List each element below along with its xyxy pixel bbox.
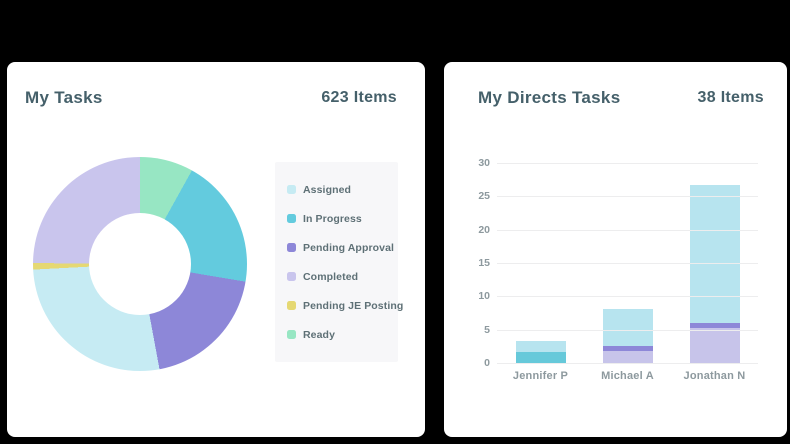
plot-area: [497, 163, 758, 364]
x-axis-label-michael-a: Michael A: [601, 370, 654, 382]
legend-swatch: [287, 272, 296, 281]
bar-jennifer-p[interactable]: [515, 341, 566, 363]
legend-item-completed[interactable]: Completed: [287, 271, 398, 283]
bar-segment-completed: [689, 328, 740, 363]
legend-item-assigned[interactable]: Assigned: [287, 184, 398, 196]
legend-item-pending-approval[interactable]: Pending Approval: [287, 242, 398, 254]
y-tick-label: 20: [478, 223, 490, 236]
bar-segment-pending-approval: [689, 323, 740, 329]
legend-item-in-progress[interactable]: In Progress: [287, 213, 398, 225]
bar-segment-in-progress: [515, 352, 566, 363]
my-directs-tasks-card: My Directs Tasks 38 Items 30 25 20 15 10 5 0 J…: [444, 62, 787, 437]
y-tick-label: 0: [484, 357, 490, 369]
bar-segment-assigned: [689, 185, 740, 324]
gridline: [497, 229, 758, 231]
gridline: [497, 263, 758, 264]
my-directs-tasks-count: 38 Items: [697, 89, 764, 106]
y-axis: 30 25 20 15 10 5 0: [444, 157, 490, 369]
gridline: [497, 163, 758, 164]
x-axis: Jennifer P Michael A Jonathan N: [497, 370, 758, 382]
my-directs-tasks-title: My Directs Tasks: [478, 88, 621, 107]
legend-swatch: [287, 185, 296, 194]
x-axis-label-jennifer-p: Jennifer P: [512, 370, 569, 382]
y-tick-label: 10: [478, 290, 490, 303]
tasks-legend: Assigned In Progress Pending Approval Compl…: [275, 162, 403, 362]
legend-swatch: [287, 301, 296, 310]
bar-michael-a[interactable]: [602, 309, 653, 363]
bars-row: [497, 163, 758, 363]
my-tasks-card: My Tasks 623 Items Assigned In Progress Pe…: [7, 62, 425, 437]
legend-label: Assigned: [303, 183, 352, 196]
y-tick-label: 15: [478, 257, 490, 269]
y-tick-label: 25: [478, 190, 490, 203]
legend-label: Pending JE Posting: [303, 299, 404, 312]
gridline: [497, 363, 758, 364]
legend-label: Completed: [303, 270, 359, 283]
legend-label: Ready: [303, 328, 336, 341]
donut-hole: [89, 213, 191, 315]
y-tick-label: 30: [478, 157, 490, 169]
bar-segment-pending-approval: [602, 346, 653, 351]
my-tasks-count: 623 Items: [321, 89, 397, 106]
gridline: [497, 329, 758, 331]
legend-label: Pending Approval: [303, 241, 395, 254]
bar-segment-assigned: [515, 341, 566, 353]
gridline: [497, 196, 758, 198]
legend-swatch: [287, 243, 296, 252]
legend-item-ready[interactable]: Ready: [287, 329, 398, 341]
x-axis-label-jonathan-n: Jonathan N: [683, 370, 746, 382]
legend-item-pending-je-posting[interactable]: Pending JE Posting: [287, 300, 403, 312]
legend-swatch: [287, 214, 296, 223]
bar-segment-assigned: [602, 309, 653, 347]
my-tasks-title: My Tasks: [25, 88, 103, 107]
bar-jonathan-n[interactable]: [689, 185, 740, 363]
legend-swatch: [287, 330, 296, 339]
gridline: [497, 296, 758, 298]
bar-segment-completed: [602, 351, 653, 363]
legend-label: In Progress: [303, 212, 362, 225]
y-tick-label: 5: [484, 323, 490, 336]
